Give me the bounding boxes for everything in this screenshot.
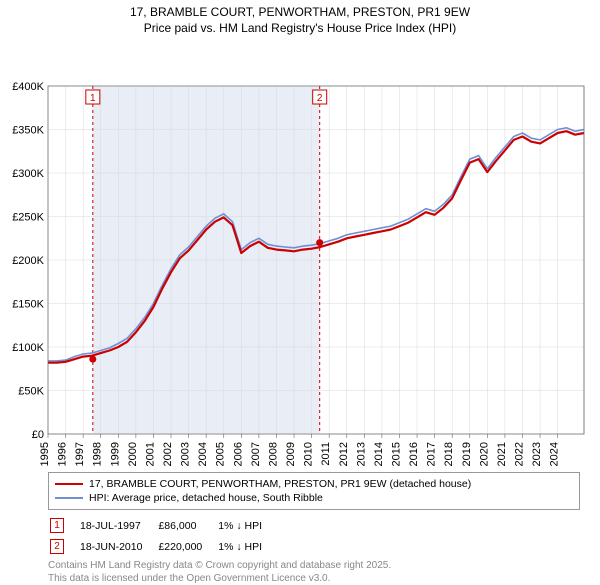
svg-text:2008: 2008 (267, 442, 279, 466)
sales-table: 118-JUL-1997£86,0001% ↓ HPI218-JUN-2010£… (48, 514, 278, 558)
sale-date: 18-JUN-2010 (80, 537, 156, 556)
legend-label: HPI: Average price, detached house, Sout… (89, 492, 323, 504)
sale-marker: 1 (50, 516, 78, 535)
sale-date: 18-JUL-1997 (80, 516, 156, 535)
svg-text:£250K: £250K (12, 212, 44, 224)
svg-text:2022: 2022 (513, 442, 525, 466)
svg-text:2003: 2003 (180, 442, 192, 466)
svg-text:1996: 1996 (57, 442, 69, 466)
svg-text:2018: 2018 (443, 442, 455, 466)
svg-text:2007: 2007 (250, 442, 262, 466)
svg-text:1: 1 (90, 93, 96, 104)
svg-text:£400K: £400K (12, 81, 44, 93)
chart-title: 17, BRAMBLE COURT, PENWORTHAM, PRESTON, … (0, 0, 600, 36)
svg-text:£150K: £150K (12, 299, 44, 311)
svg-text:2014: 2014 (373, 442, 385, 466)
svg-text:2002: 2002 (162, 442, 174, 466)
svg-text:£300K: £300K (12, 168, 44, 180)
legend-swatch (55, 497, 83, 499)
legend-label: 17, BRAMBLE COURT, PENWORTHAM, PRESTON, … (89, 478, 471, 490)
title-line1: 17, BRAMBLE COURT, PENWORTHAM, PRESTON, … (0, 4, 600, 20)
svg-text:1995: 1995 (39, 442, 51, 466)
svg-text:2013: 2013 (355, 442, 367, 466)
svg-text:2000: 2000 (127, 442, 139, 466)
svg-text:2019: 2019 (461, 442, 473, 466)
svg-text:2: 2 (317, 93, 323, 104)
svg-text:2016: 2016 (408, 442, 420, 466)
line-chart: £0 £50K £100K £150K £200K £250K £300K £350K £400… (0, 36, 600, 468)
svg-text:2009: 2009 (285, 442, 297, 466)
svg-text:2024: 2024 (549, 442, 561, 466)
footer-line2: This data is licensed under the Open Gov… (48, 573, 580, 585)
legend-swatch (55, 483, 83, 485)
svg-text:£0: £0 (32, 429, 44, 441)
svg-text:2011: 2011 (320, 442, 332, 466)
svg-text:£350K: £350K (12, 125, 44, 137)
sale-row: 218-JUN-2010£220,0001% ↓ HPI (50, 537, 276, 556)
svg-text:2010: 2010 (303, 442, 315, 466)
svg-text:2012: 2012 (338, 442, 350, 466)
sale-row: 118-JUL-1997£86,0001% ↓ HPI (50, 516, 276, 535)
svg-text:2021: 2021 (496, 442, 508, 466)
legend-item: 17, BRAMBLE COURT, PENWORTHAM, PRESTON, … (55, 477, 573, 491)
svg-text:1998: 1998 (92, 442, 104, 466)
svg-text:2005: 2005 (215, 442, 227, 466)
svg-text:2017: 2017 (426, 442, 438, 466)
svg-text:2001: 2001 (144, 442, 156, 466)
svg-text:2004: 2004 (197, 442, 209, 466)
svg-text:£200K: £200K (12, 255, 44, 267)
footer-line1: Contains HM Land Registry data © Crown c… (48, 560, 580, 573)
sale-price: £86,000 (158, 516, 216, 535)
svg-text:2015: 2015 (390, 442, 402, 466)
chart-area: £0 £50K £100K £150K £200K £250K £300K £350K £400… (0, 36, 600, 468)
attribution-footer: Contains HM Land Registry data © Crown c… (48, 560, 580, 585)
sale-price: £220,000 (158, 537, 216, 556)
svg-text:2006: 2006 (232, 442, 244, 466)
svg-text:2020: 2020 (478, 442, 490, 466)
svg-text:1999: 1999 (109, 442, 121, 466)
svg-text:1997: 1997 (74, 442, 86, 466)
svg-text:£50K: £50K (18, 386, 44, 398)
legend-item: HPI: Average price, detached house, Sout… (55, 491, 573, 505)
svg-text:£100K: £100K (12, 342, 44, 354)
legend: 17, BRAMBLE COURT, PENWORTHAM, PRESTON, … (48, 472, 580, 510)
sale-marker: 2 (50, 537, 78, 556)
sale-delta: 1% ↓ HPI (218, 516, 276, 535)
svg-text:2023: 2023 (531, 442, 543, 466)
title-line2: Price paid vs. HM Land Registry's House … (0, 20, 600, 36)
sale-delta: 1% ↓ HPI (218, 537, 276, 556)
